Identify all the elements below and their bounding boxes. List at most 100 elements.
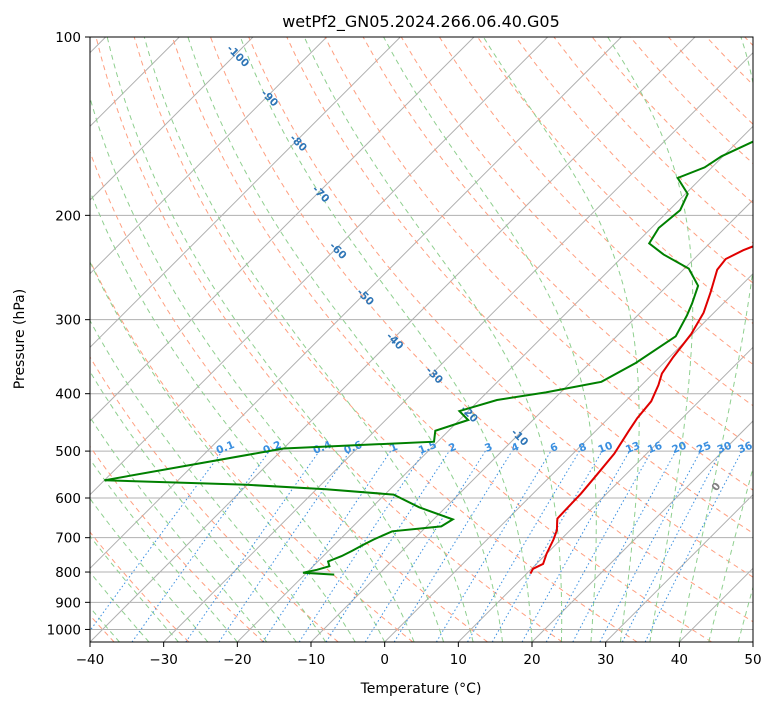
mixing-ratio-label: 13 xyxy=(624,440,642,457)
moist-adiabat-label: 10 xyxy=(755,503,773,522)
x-axis: −40 −30 −20 −10 0 10 20 30 40 50 xyxy=(76,642,762,668)
y-tick-label: 800 xyxy=(55,565,81,581)
x-tick-label: 10 xyxy=(450,652,467,668)
temperature-profile xyxy=(529,245,753,575)
x-tick-label: 20 xyxy=(523,652,540,668)
isotherm xyxy=(90,37,475,422)
isotherm xyxy=(90,37,328,275)
x-tick-label: 50 xyxy=(744,652,761,668)
isotherm xyxy=(310,199,753,642)
profiles xyxy=(104,140,753,576)
isotherm xyxy=(236,125,753,642)
mixing-ratio-label: 4 xyxy=(510,441,521,455)
mixing-ratio-line xyxy=(218,450,351,642)
chart-title: wetPf2_GN05.2024.266.06.40.G05 xyxy=(282,12,560,32)
isotherm xyxy=(90,37,254,201)
mixing-ratio-line xyxy=(364,450,486,642)
isotherm-label: -90 xyxy=(258,87,280,109)
mixing-ratio-label: 0.6 xyxy=(342,439,364,457)
isotherm-label: -40 xyxy=(384,330,406,352)
dry-adiabat xyxy=(133,37,638,642)
x-tick-label: 0 xyxy=(380,652,389,668)
mixing-ratio-line xyxy=(325,450,450,642)
mixing-ratio-label: 0.2 xyxy=(261,439,283,457)
x-tick-label: 40 xyxy=(671,652,688,668)
moist-adiabat xyxy=(106,37,445,642)
dry-adiabat xyxy=(90,356,339,642)
y-tick-label: 1000 xyxy=(47,622,81,638)
plot-frame xyxy=(89,36,754,643)
y-tick-label: 500 xyxy=(55,444,81,460)
dry-adiabat xyxy=(95,37,563,642)
moist-adiabat xyxy=(303,37,563,642)
dry-adiabat xyxy=(90,445,264,642)
moist-adiabat xyxy=(90,497,209,642)
y-tick-label: 700 xyxy=(55,531,81,547)
dry-adiabat xyxy=(515,37,753,284)
mixing-ratio-label: 0.1 xyxy=(215,439,237,457)
mixing-ratio-label: 16 xyxy=(646,440,664,457)
isotherm xyxy=(605,493,753,642)
mixing-ratio-label: 2 xyxy=(447,441,458,455)
mixing-ratio-label: 8 xyxy=(577,441,588,455)
moist-adiabat xyxy=(143,37,474,642)
dry-adiabat xyxy=(90,259,414,642)
mixing-ratio-label: 36 xyxy=(736,440,754,457)
moist-adiabat xyxy=(90,535,179,642)
mixing-ratio-line xyxy=(644,450,743,642)
moist-adiabat xyxy=(737,585,753,642)
plot-area: -100-90-80-70-60-50-40-30-20-100.1 0.2 0.4… xyxy=(90,37,773,642)
y-tick-label: 400 xyxy=(55,387,81,403)
isotherm xyxy=(90,37,696,642)
mixing-ratio-label: 10 xyxy=(596,440,614,457)
mixing-ratio-label: 30 xyxy=(716,440,734,457)
dry-adiabat xyxy=(591,37,753,204)
moist-adiabat xyxy=(90,370,297,642)
x-tick-label: −20 xyxy=(223,652,252,668)
x-tick-label: −10 xyxy=(297,652,326,668)
dry-adiabat xyxy=(210,37,753,623)
dry-adiabat xyxy=(171,37,712,642)
dry-adiabat xyxy=(286,37,753,534)
isotherm-label: -70 xyxy=(310,183,332,205)
dewpoint-profile xyxy=(104,140,753,576)
dry-adiabat xyxy=(744,37,753,47)
moist-adiabat xyxy=(90,96,415,642)
moist-adiabat xyxy=(90,260,356,642)
dry-adiabat xyxy=(90,150,488,642)
isotherm xyxy=(531,420,753,642)
mixing-ratio-line xyxy=(521,450,630,642)
y-axis: 100 200 300 400 500 600 700 800 900 1000 xyxy=(47,30,90,638)
x-tick-label: −40 xyxy=(76,652,105,668)
moist-adiabat xyxy=(187,37,503,642)
isotherm xyxy=(90,37,549,496)
moist-adiabat xyxy=(90,416,268,642)
mixing-ratio-label: 6 xyxy=(549,441,560,455)
moist-adiabat xyxy=(383,37,597,642)
moist-adiabat xyxy=(482,37,640,642)
mixing-ratio-line xyxy=(435,450,552,642)
isotherm xyxy=(90,37,622,570)
mixing-ratio-label: 20 xyxy=(670,440,688,457)
mixing-ratio-label: 25 xyxy=(695,440,713,457)
mixing-ratio-label: 1 xyxy=(388,441,399,455)
dry-adiabat xyxy=(706,37,753,86)
isotherm xyxy=(90,37,401,349)
mixing-ratio-label: 3 xyxy=(483,441,494,455)
reference-labels: -100-90-80-70-60-50-40-30-20-100.1 0.2 0.4… xyxy=(215,43,773,522)
y-axis-label: Pressure (hPa) xyxy=(12,289,28,389)
isotherm xyxy=(163,51,753,642)
isotherm-label: -100 xyxy=(224,43,251,70)
mixing-ratio-line xyxy=(545,450,653,642)
mixing-ratio-line xyxy=(131,450,270,642)
isotherm xyxy=(457,346,753,642)
y-tick-label: 200 xyxy=(55,208,81,224)
y-tick-label: 300 xyxy=(55,313,81,329)
dry-adiabat xyxy=(90,531,190,642)
isotherm xyxy=(678,567,753,642)
dry-adiabat xyxy=(438,37,753,366)
moist-adiabat xyxy=(90,458,238,642)
mixing-ratio-line xyxy=(572,450,677,642)
isotherm xyxy=(384,272,753,642)
x-tick-label: 30 xyxy=(597,652,614,668)
